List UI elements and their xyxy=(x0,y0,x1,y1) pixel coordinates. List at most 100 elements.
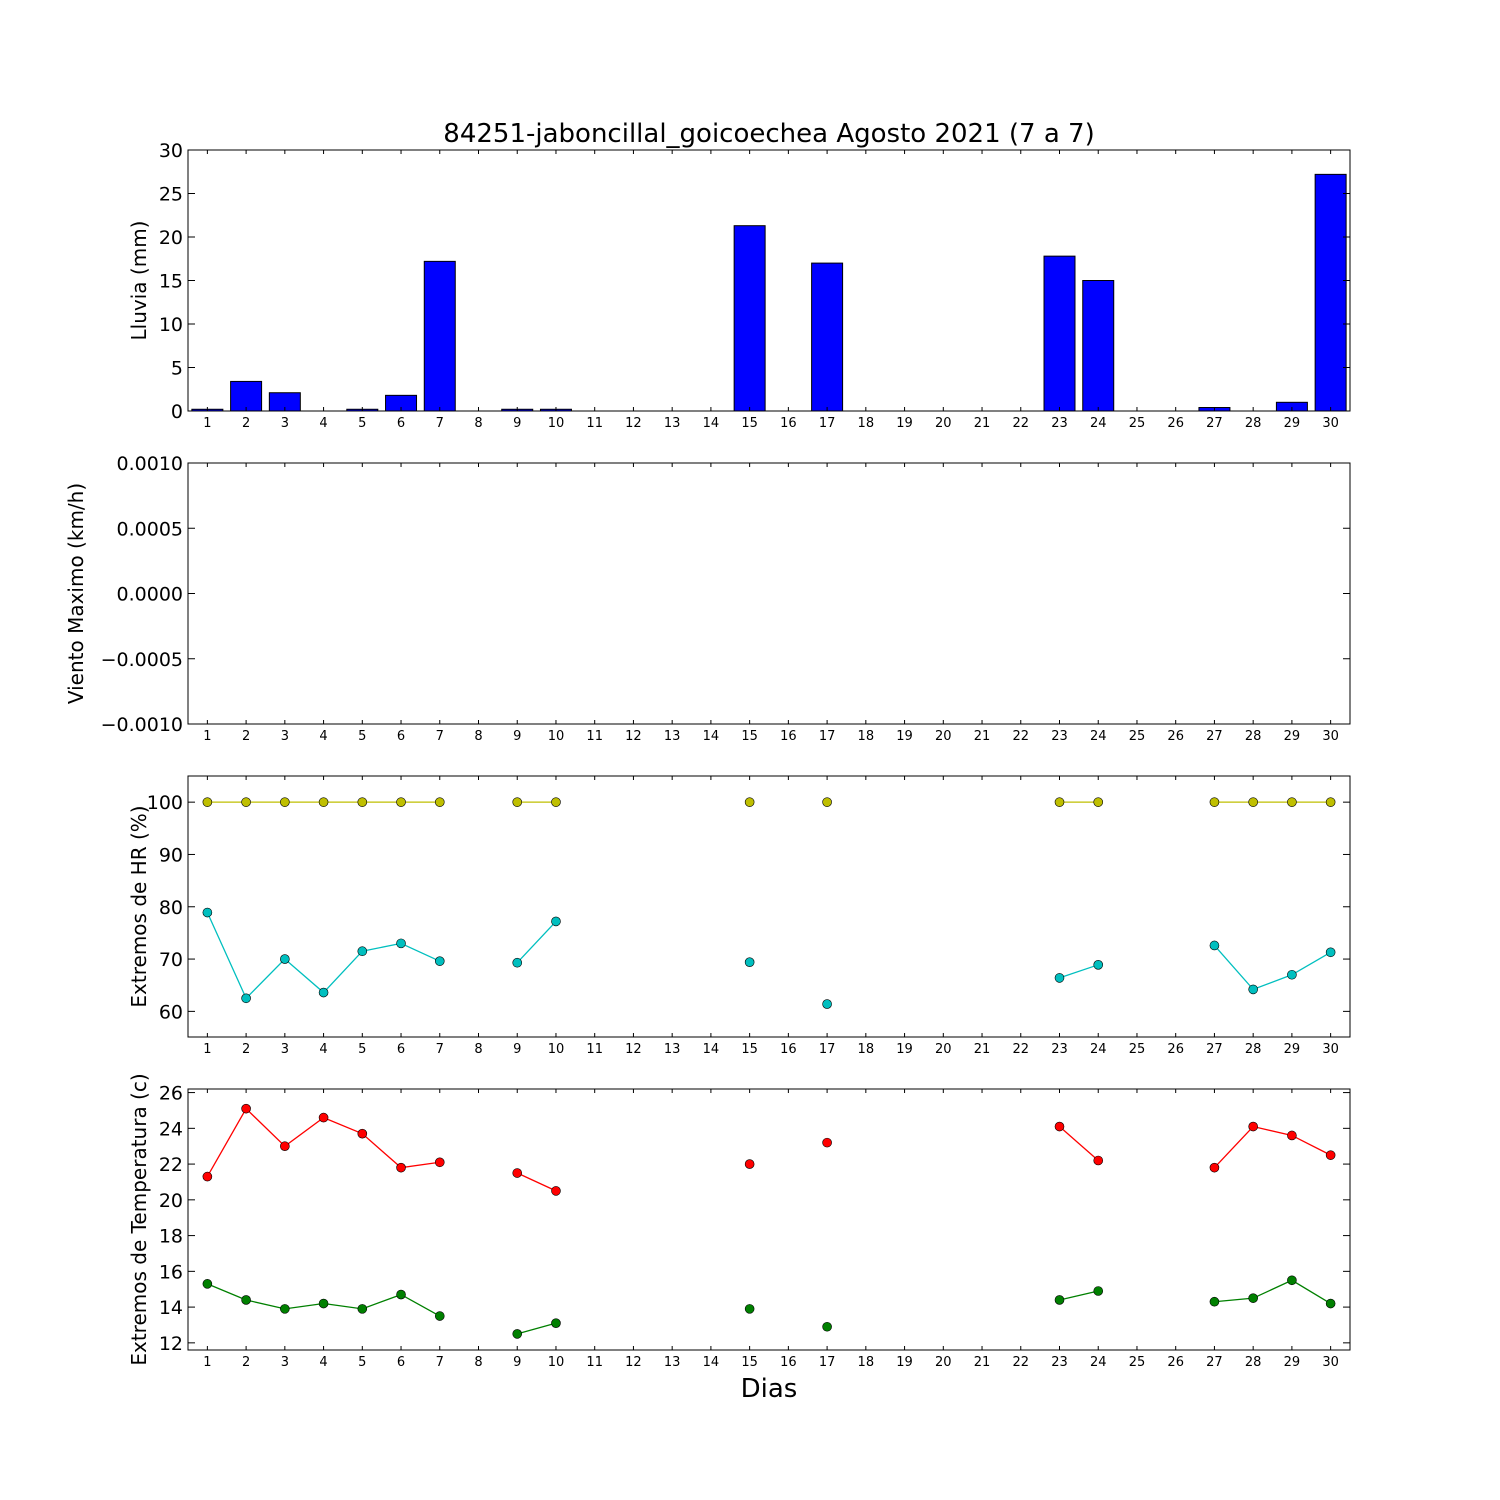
temp_min-line xyxy=(1059,1290,1099,1301)
hr-data-group xyxy=(202,797,1336,1009)
y-tick-label: 14 xyxy=(159,1297,183,1319)
x-tick-label: 14 xyxy=(703,416,720,431)
temp_max-line xyxy=(1059,1126,1099,1161)
x-tick-label: 7 xyxy=(436,416,444,431)
temp_max-point xyxy=(512,1168,523,1178)
temp_max-line xyxy=(1213,1125,1331,1169)
hr_min-point xyxy=(1325,947,1336,958)
x-tick-label: 1 xyxy=(203,416,211,431)
x-tick-label: 18 xyxy=(858,1042,875,1057)
x-tick-label: 3 xyxy=(281,729,289,744)
x-tick-label: 10 xyxy=(548,1355,565,1370)
hr_min-point xyxy=(1248,984,1258,995)
x-tick-label: 23 xyxy=(1051,729,1068,744)
temp_max-point xyxy=(357,1128,368,1139)
temp_min-point xyxy=(551,1318,561,1328)
x-tick-label: 4 xyxy=(319,1042,327,1057)
hr_min-point xyxy=(396,938,406,949)
x-tick-label: 26 xyxy=(1167,416,1184,431)
y-tick-label: 0.0000 xyxy=(117,584,183,606)
x-tick-label: 28 xyxy=(1245,729,1262,744)
temp_min-point xyxy=(1325,1298,1336,1309)
hr_max-point xyxy=(1054,797,1065,807)
x-tick-label: 24 xyxy=(1090,729,1107,744)
x-tick-label: 5 xyxy=(358,416,366,431)
x-tick-label: 29 xyxy=(1284,416,1301,431)
y-tick-label: 20 xyxy=(159,1190,183,1212)
temp_min-point xyxy=(512,1329,523,1339)
x-tick-label: 28 xyxy=(1245,1355,1262,1370)
hr_min-point xyxy=(1054,973,1065,983)
temp_min-point xyxy=(1209,1296,1220,1307)
y-tick-label: 25 xyxy=(159,184,183,206)
x-tick-label: 21 xyxy=(974,416,991,431)
x-tick-label: 5 xyxy=(358,1042,366,1057)
x-tick-label: 3 xyxy=(281,416,289,431)
hr_max-point xyxy=(1325,797,1336,807)
x-tick-label: 2 xyxy=(242,729,250,744)
temp-axes-frame xyxy=(187,1088,1351,1351)
x-tick-label: 22 xyxy=(1012,1355,1029,1370)
temp_min-point xyxy=(1054,1295,1065,1305)
x-tick-label: 17 xyxy=(819,1042,836,1057)
hr_max-point xyxy=(744,797,755,807)
hr_max-point xyxy=(241,797,251,807)
hr-axes-frame xyxy=(187,775,1351,1038)
x-tick-label: 23 xyxy=(1051,1042,1068,1057)
x-tick-label: 2 xyxy=(242,1355,250,1370)
x-tick-label: 11 xyxy=(586,1042,603,1057)
y-tick-label: 12 xyxy=(159,1333,183,1355)
x-tick-label: 21 xyxy=(974,1042,991,1057)
x-tick-label: 14 xyxy=(703,1042,720,1057)
x-tick-label: 11 xyxy=(586,729,603,744)
x-tick-label: 22 xyxy=(1012,416,1029,431)
hr_min-point xyxy=(1287,969,1297,980)
x-tick-label: 24 xyxy=(1090,1355,1107,1370)
x-tick-label: 29 xyxy=(1284,1042,1301,1057)
y-tick-label: 5 xyxy=(171,358,183,380)
rain-bar xyxy=(423,260,456,412)
x-tick-label: 12 xyxy=(625,416,642,431)
rain-data-group xyxy=(191,173,1347,412)
x-tick-label: 19 xyxy=(896,1355,913,1370)
hr_max-point xyxy=(822,797,832,807)
hr_min-point xyxy=(357,946,368,957)
x-tick-label: 12 xyxy=(625,729,642,744)
y-axis-label: Extremos de HR (%) xyxy=(127,805,151,1007)
x-tick-label: 20 xyxy=(935,729,952,744)
x-tick-label: 16 xyxy=(780,416,797,431)
x-tick-label: 13 xyxy=(664,1355,681,1370)
x-tick-label: 22 xyxy=(1012,729,1029,744)
x-tick-label: 6 xyxy=(397,1042,405,1057)
y-axis-label: Extremos de Temperatura (c) xyxy=(127,1073,151,1365)
x-tick-label: 9 xyxy=(513,1042,521,1057)
wind-axes-frame xyxy=(187,462,1351,725)
x-tick-label: 30 xyxy=(1322,1042,1339,1057)
y-tick-label: 15 xyxy=(159,271,183,293)
temp_min-point xyxy=(434,1311,445,1321)
temp_min-point xyxy=(822,1321,832,1332)
x-tick-label: 27 xyxy=(1206,729,1223,744)
x-tick-label: 19 xyxy=(896,729,913,744)
temp_max-point xyxy=(318,1112,329,1123)
y-tick-label: −0.0010 xyxy=(101,714,183,736)
temp_max-point xyxy=(434,1157,445,1168)
y-tick-label: 70 xyxy=(159,949,183,971)
y-tick-label: 0.0010 xyxy=(117,453,183,475)
hr_min-point xyxy=(280,954,290,964)
x-tick-label: 10 xyxy=(548,729,565,744)
x-tick-label: 27 xyxy=(1206,1042,1223,1057)
y-tick-label: 18 xyxy=(159,1226,183,1248)
temp_max-point xyxy=(396,1162,406,1173)
rain-bar xyxy=(811,262,844,412)
x-tick-label: 1 xyxy=(203,1042,211,1057)
x-tick-label: 23 xyxy=(1051,416,1068,431)
temp_max-point xyxy=(1248,1121,1258,1132)
x-tick-label: 18 xyxy=(858,1355,875,1370)
temp_min-point xyxy=(202,1279,213,1289)
x-tick-label: 16 xyxy=(780,1042,797,1057)
rain-bar xyxy=(230,380,263,412)
temp_max-point xyxy=(1325,1150,1336,1160)
x-tick-label: 29 xyxy=(1284,729,1301,744)
x-tick-label: 13 xyxy=(664,729,681,744)
